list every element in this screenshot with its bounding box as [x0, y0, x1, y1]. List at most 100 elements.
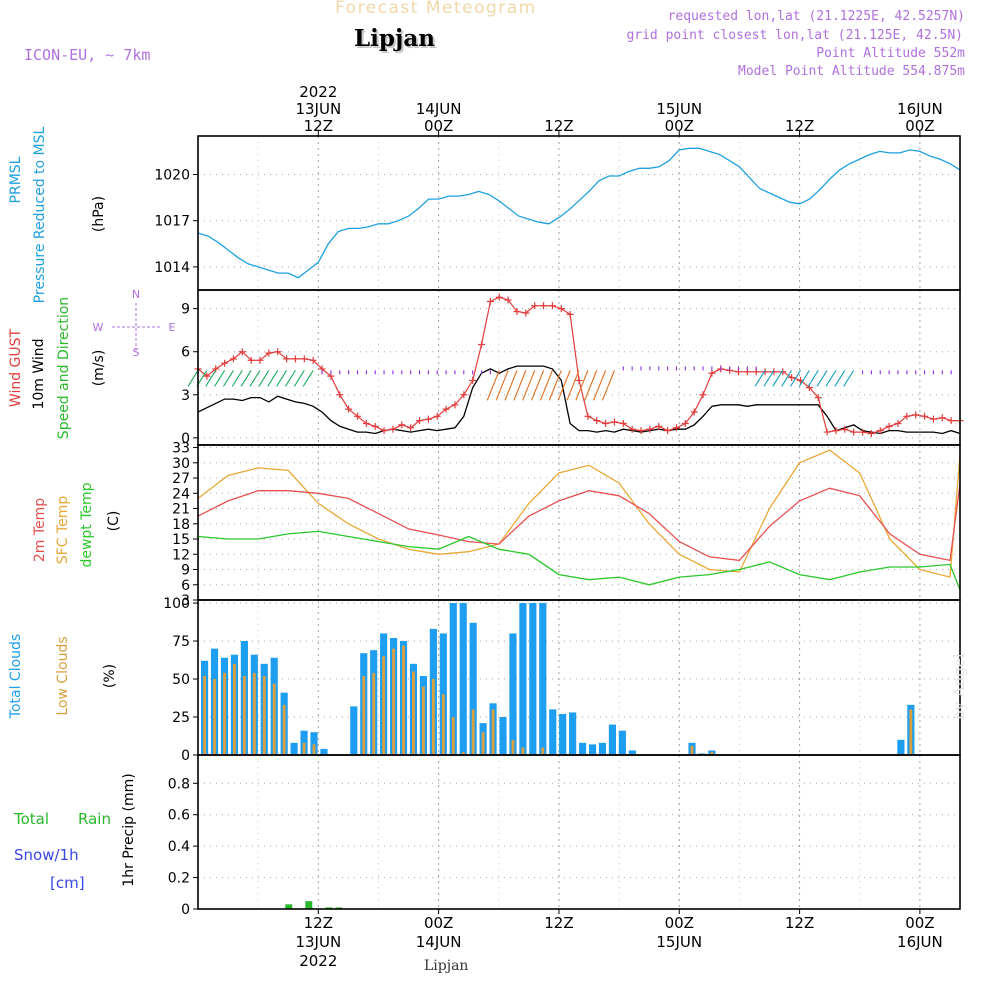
y-tick-label: 1017 — [154, 214, 190, 230]
wind-arrow — [584, 370, 598, 401]
gust-marker — [229, 355, 237, 363]
gust-marker — [664, 427, 672, 435]
gust-marker — [681, 419, 689, 427]
wind-arrow — [486, 370, 500, 401]
gust-marker — [531, 302, 539, 310]
time-label-bottom: 12Z — [785, 914, 814, 932]
time-label-top: 2022 — [299, 83, 337, 101]
y-tick-label: 18 — [172, 517, 190, 533]
gust-marker — [433, 412, 441, 420]
gust-marker — [894, 419, 902, 427]
wind-arrow — [240, 370, 252, 387]
y-tick-label: 50 — [172, 672, 190, 688]
wind-arrow — [539, 370, 553, 401]
wind-arrow — [834, 370, 846, 387]
wind-arrow — [214, 370, 226, 387]
wind-arrow — [825, 370, 837, 387]
gust-marker — [548, 302, 556, 310]
total-cloud-bar — [459, 603, 467, 755]
gust-marker — [362, 419, 370, 427]
time-label-top: 12Z — [304, 117, 333, 135]
y-tick-label: 1020 — [154, 168, 190, 184]
compass-e: E — [169, 321, 176, 334]
gust-marker — [486, 297, 494, 305]
gust-marker — [832, 427, 840, 435]
total-cloud-bar — [539, 603, 547, 755]
gust-marker — [602, 419, 610, 427]
time-label-bottom: 12Z — [304, 914, 333, 932]
y-tick-label: 9 — [181, 302, 190, 318]
low-cloud-bar — [223, 672, 226, 755]
gust-marker — [469, 376, 477, 384]
gust-marker — [380, 427, 388, 435]
model-point-altitude: Model Point Altitude 554.875m — [738, 64, 965, 79]
wind-arrow — [557, 370, 571, 401]
compass-cross — [112, 303, 160, 351]
gust-marker — [708, 369, 716, 377]
wind-arrow — [205, 370, 217, 387]
gust-marker — [283, 355, 291, 363]
wind-arrow — [754, 370, 766, 387]
low-cloud-bar — [421, 686, 425, 755]
t2m-line — [197, 484, 961, 562]
total-cloud-bar — [509, 633, 517, 755]
low-cloud-bar — [362, 675, 366, 755]
y-tick-label: 9 — [181, 563, 190, 579]
gust-marker — [637, 427, 645, 435]
y-tick-label: 0 — [181, 748, 190, 764]
wind-unit: (m/s) — [91, 350, 107, 387]
low-cloud-bar — [392, 648, 396, 755]
time-label-top: 14JUN — [416, 100, 462, 118]
wind-arrow — [267, 370, 279, 387]
total-cloud-bar — [559, 713, 567, 755]
time-label-top: 00Z — [424, 117, 453, 135]
low-cloud-bar — [242, 675, 246, 755]
wind-arrow — [816, 370, 828, 387]
gust-marker — [885, 422, 893, 430]
grid-layer — [197, 136, 960, 910]
total-cloud-bar — [628, 750, 636, 755]
gust-marker — [619, 419, 627, 427]
low-cloud-bar — [203, 675, 207, 755]
time-label-bottom: 00Z — [424, 914, 453, 932]
low-cloud-bar — [431, 679, 435, 755]
gust-marker — [566, 310, 574, 318]
gust-marker — [947, 417, 955, 425]
gust-marker — [451, 401, 459, 409]
gust-marker — [876, 427, 884, 435]
low-cloud-bar — [471, 709, 475, 755]
gust-marker — [903, 412, 911, 420]
gust-marker — [460, 391, 468, 399]
gust-marker — [238, 348, 246, 356]
y-tick-label: 15 — [172, 532, 190, 548]
dewpoint-line — [197, 530, 961, 591]
cloud-unit: (%) — [102, 664, 118, 688]
pressure-unit: (hPa) — [91, 196, 107, 232]
wind-arrow — [284, 370, 296, 387]
panel-frame — [197, 289, 961, 446]
y-tick-label: 0.2 — [168, 871, 190, 887]
low-cloud-bar — [541, 747, 545, 755]
total-cloud-bar — [469, 622, 477, 755]
y-tick-label: 12 — [172, 547, 190, 563]
gust-marker — [841, 425, 849, 433]
gust-marker — [265, 349, 273, 357]
y-tick-label: 21 — [172, 502, 190, 518]
gust-marker — [247, 356, 255, 364]
y-tick-label: 0 — [181, 902, 190, 918]
wind-arrow — [504, 370, 518, 401]
low-cloud-bar — [511, 739, 515, 755]
sfc-temp-line — [197, 449, 961, 578]
gust-marker — [929, 415, 937, 423]
gust-marker — [823, 428, 831, 436]
time-label-top: 15JUN — [656, 100, 702, 118]
gust-marker — [610, 418, 618, 426]
pressure-line — [197, 147, 961, 279]
y-tick-label: 75 — [172, 634, 190, 650]
low-cloud-bar — [282, 704, 286, 755]
gust-marker — [921, 412, 929, 420]
wind-arrow — [575, 370, 589, 401]
total-cloud-bar — [549, 709, 557, 755]
gust-marker — [513, 308, 521, 316]
